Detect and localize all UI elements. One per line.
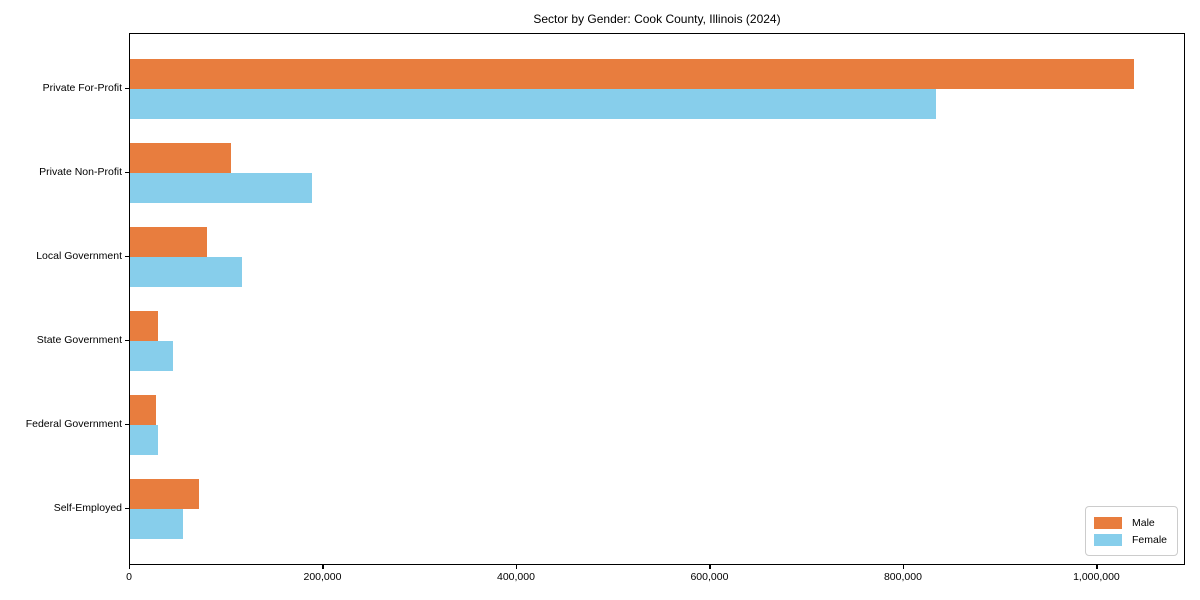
y-tick-mark [125, 172, 129, 174]
y-axis-label: Local Government [36, 250, 122, 262]
bar-male-1 [130, 59, 1135, 89]
legend-swatch-icon [1093, 533, 1122, 546]
y-axis-label: Federal Government [25, 418, 122, 430]
x-tick-mark [129, 565, 131, 569]
bar-female-2 [130, 173, 312, 203]
x-tick-label: 800,000 [883, 571, 922, 583]
bar-male-5 [130, 395, 157, 425]
x-tick-label: 400,000 [496, 571, 535, 583]
x-tick-mark [515, 565, 518, 569]
bar-male-4 [130, 311, 159, 341]
bar-female-4 [130, 341, 173, 371]
x-tick-mark [709, 565, 711, 569]
bar-female-5 [130, 425, 159, 455]
y-axis-label: State Government [36, 334, 122, 346]
bar-female-1 [130, 89, 936, 119]
legend-item-male: Male [1093, 514, 1167, 531]
bar-male-2 [130, 143, 231, 173]
x-tick-mark [902, 565, 905, 569]
x-tick-label: 600,000 [690, 571, 729, 583]
y-tick-mark [125, 508, 129, 510]
x-tick-label: 200,000 [303, 571, 342, 583]
bar-male-3 [130, 227, 208, 257]
y-tick-mark [125, 340, 129, 342]
x-tick-label: 0 [126, 571, 132, 583]
legend-label: Female [1131, 533, 1167, 546]
y-axis-label: Private Non-Profit [39, 166, 122, 178]
bar-male-6 [130, 479, 199, 509]
y-axis-label: Self-Employed [53, 502, 122, 514]
x-tick-label: 1,000,000 [1073, 571, 1120, 583]
legend-item-female: Female [1093, 531, 1167, 548]
y-tick-mark [125, 88, 129, 90]
legend: Male Female [1084, 506, 1178, 556]
x-tick-mark [1096, 565, 1098, 569]
chart-title: Sector by Gender: Cook County, Illinois … [533, 12, 781, 26]
bar-female-6 [130, 509, 184, 539]
y-tick-mark [125, 424, 129, 426]
y-axis-label: Private For-Profit [42, 82, 122, 94]
legend-swatch-icon [1093, 516, 1122, 529]
y-tick-mark [125, 256, 129, 258]
legend-label: Male [1131, 516, 1155, 529]
bar-female-3 [130, 257, 243, 287]
plot-area: Male Female [129, 33, 1185, 565]
x-tick-mark [322, 565, 324, 569]
